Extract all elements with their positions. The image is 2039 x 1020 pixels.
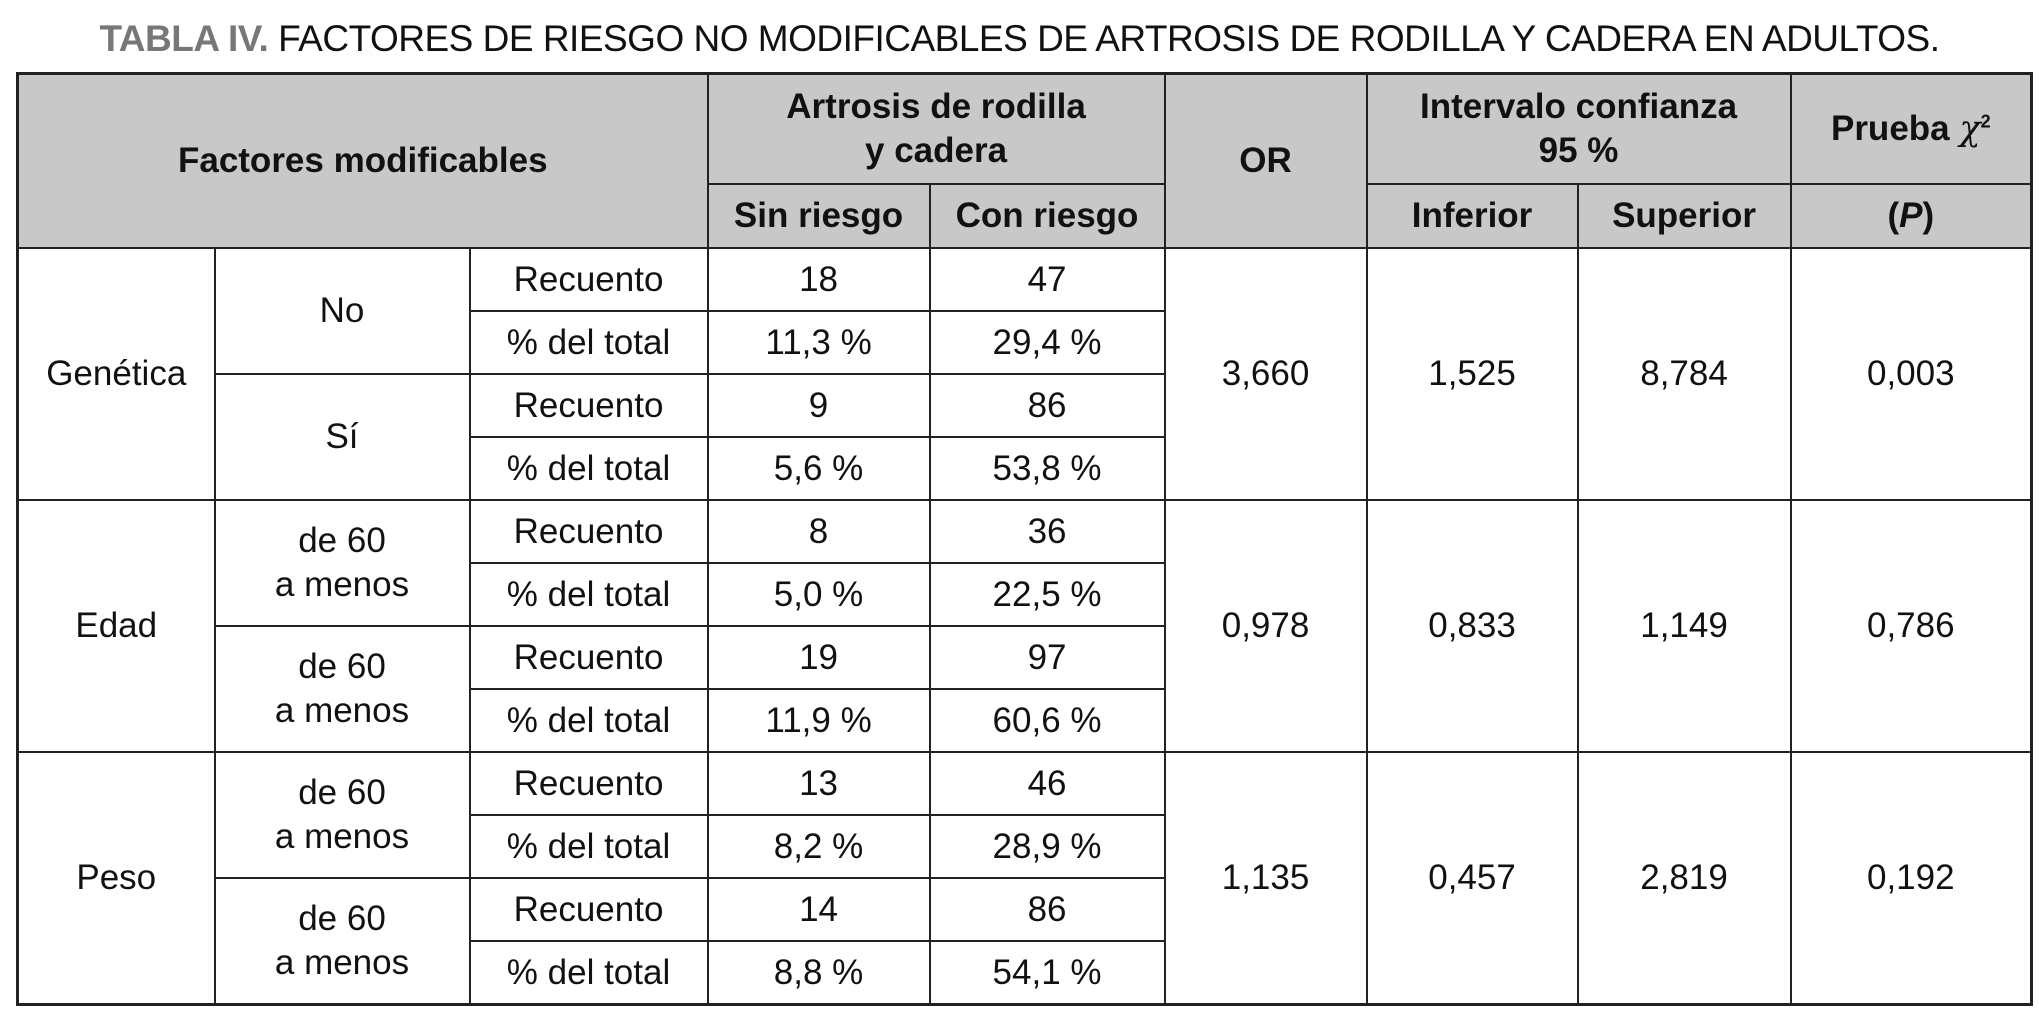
- table-row: % del total 5,0 % 22,5 %: [18, 562, 2032, 627]
- measure-label: Recuento: [468, 499, 709, 564]
- table-row: % del total 8,8 % 54,1 %: [18, 940, 2032, 1006]
- table-row: Edad de 60 a menos Recuento 8 36 0,978 0,833 1,…: [16, 499, 2033, 753]
- subgroup-label: Sí: [213, 373, 471, 501]
- factor-label: Edad: [16, 499, 216, 753]
- measure-label: % del total: [468, 562, 709, 627]
- ci-inferior-value: 0,833: [1365, 499, 1579, 753]
- subgroup-label: No: [213, 247, 471, 375]
- header-factores: Factores modificables: [16, 72, 709, 249]
- con-riesgo-value: 36: [928, 499, 1166, 564]
- con-riesgo-value: 28,9 %: [928, 814, 1166, 879]
- table-row: Peso de 60 a menos Recuento 13 46 1,135 0,457 2…: [16, 751, 2033, 1006]
- measure-label: % del total: [468, 940, 709, 1006]
- header-ic: Intervalo confianza 95 %: [1365, 72, 1792, 185]
- table-row: % del total 8,2 % 28,9 %: [18, 814, 2032, 879]
- header-con-riesgo: Con riesgo: [928, 183, 1166, 249]
- header-or: OR: [1163, 72, 1368, 249]
- table-row: de 60 a menos Recuento 19 97: [18, 625, 2032, 753]
- header-artrosis-line1: Artrosis de rodilla: [786, 87, 1086, 127]
- con-riesgo-value: 86: [928, 373, 1166, 438]
- measure-label: Recuento: [468, 625, 709, 690]
- measure-label: Recuento: [468, 247, 709, 312]
- p-value: 0,786: [1789, 499, 2033, 753]
- sin-riesgo-value: 8: [706, 499, 931, 564]
- ci-superior-value: 8,784: [1576, 247, 1792, 501]
- measure-label: % del total: [468, 310, 709, 375]
- con-riesgo-value: 60,6 %: [928, 688, 1166, 753]
- subgroup-label: de 60 a menos: [213, 625, 471, 753]
- subgroup-label: de 60 a menos: [213, 877, 471, 1006]
- table-title: TABLA IV. FACTORES DE RIESGO NO MODIFICA…: [0, 18, 2039, 60]
- measure-label: Recuento: [468, 373, 709, 438]
- sin-riesgo-value: 14: [706, 877, 931, 942]
- sin-riesgo-value: 11,3 %: [706, 310, 931, 375]
- sin-riesgo-value: 9: [706, 373, 931, 438]
- ci-superior-value: 1,149: [1576, 499, 1792, 753]
- p-value: 0,192: [1789, 751, 2033, 1006]
- con-riesgo-value: 46: [928, 751, 1166, 816]
- header-prueba: Prueba χ2: [1789, 72, 2033, 185]
- chi-superscript: 2: [1980, 110, 1991, 131]
- sin-riesgo-value: 5,6 %: [706, 436, 931, 501]
- con-riesgo-value: 29,4 %: [928, 310, 1166, 375]
- table-row: de 60 a menos Recuento 14 86: [18, 877, 2032, 1006]
- or-value: 3,660: [1163, 247, 1368, 501]
- p-value: 0,003: [1789, 247, 2033, 501]
- sin-riesgo-value: 18: [706, 247, 931, 312]
- chi-symbol: χ: [1959, 108, 1981, 149]
- header-artrosis-line2: y cadera: [865, 131, 1008, 170]
- sin-riesgo-value: 13: [706, 751, 931, 816]
- header-superior: Superior: [1576, 183, 1792, 249]
- risk-factors-table: Factores modificables Artrosis de rodill…: [16, 72, 2034, 1006]
- ci-inferior-value: 1,525: [1365, 247, 1579, 501]
- or-value: 1,135: [1163, 751, 1368, 1006]
- header-inferior: Inferior: [1365, 183, 1579, 249]
- header-prueba-label: Prueba: [1830, 108, 1960, 148]
- subgroup-label: de 60 a menos: [213, 751, 471, 879]
- measure-label: % del total: [468, 688, 709, 753]
- factor-label: Genética: [16, 247, 216, 501]
- table-row: % del total 5,6 % 53,8 %: [18, 436, 2032, 501]
- ci-superior-value: 2,819: [1576, 751, 1792, 1006]
- subgroup-label: de 60 a menos: [213, 499, 471, 627]
- header-p: (P): [1789, 183, 2033, 249]
- or-value: 0,978: [1163, 499, 1368, 753]
- measure-label: % del total: [468, 814, 709, 879]
- header-sin-riesgo: Sin riesgo: [706, 183, 931, 249]
- con-riesgo-value: 22,5 %: [928, 562, 1166, 627]
- factor-label: Peso: [16, 751, 216, 1006]
- sin-riesgo-value: 19: [706, 625, 931, 690]
- measure-label: % del total: [468, 436, 709, 501]
- header-ic-line2: 95 %: [1538, 131, 1619, 170]
- header-ic-line1: Intervalo confianza: [1420, 87, 1738, 127]
- con-riesgo-value: 53,8 %: [928, 436, 1166, 501]
- header-artrosis: Artrosis de rodilla y cadera: [706, 72, 1166, 185]
- sin-riesgo-value: 8,8 %: [706, 940, 931, 1006]
- con-riesgo-value: 54,1 %: [928, 940, 1166, 1006]
- measure-label: Recuento: [468, 751, 709, 816]
- table-row: Genética No Recuento 18 47 3,660 1,525 8,784 0,0…: [16, 247, 2033, 501]
- ci-inferior-value: 0,457: [1365, 751, 1579, 1006]
- sin-riesgo-value: 5,0 %: [706, 562, 931, 627]
- table-row: % del total 11,3 % 29,4 %: [18, 310, 2032, 375]
- con-riesgo-value: 97: [928, 625, 1166, 690]
- sin-riesgo-value: 11,9 %: [706, 688, 931, 753]
- table-row: Sí Recuento 9 86: [18, 373, 2032, 501]
- sin-riesgo-value: 8,2 %: [706, 814, 931, 879]
- table-row: % del total 11,9 % 60,6 %: [18, 688, 2032, 753]
- con-riesgo-value: 86: [928, 877, 1166, 942]
- table-number: TABLA IV.: [99, 18, 269, 59]
- con-riesgo-value: 47: [928, 247, 1166, 312]
- measure-label: Recuento: [468, 877, 709, 942]
- table-caption: FACTORES DE RIESGO NO MODIFICABLES DE AR…: [268, 18, 1940, 59]
